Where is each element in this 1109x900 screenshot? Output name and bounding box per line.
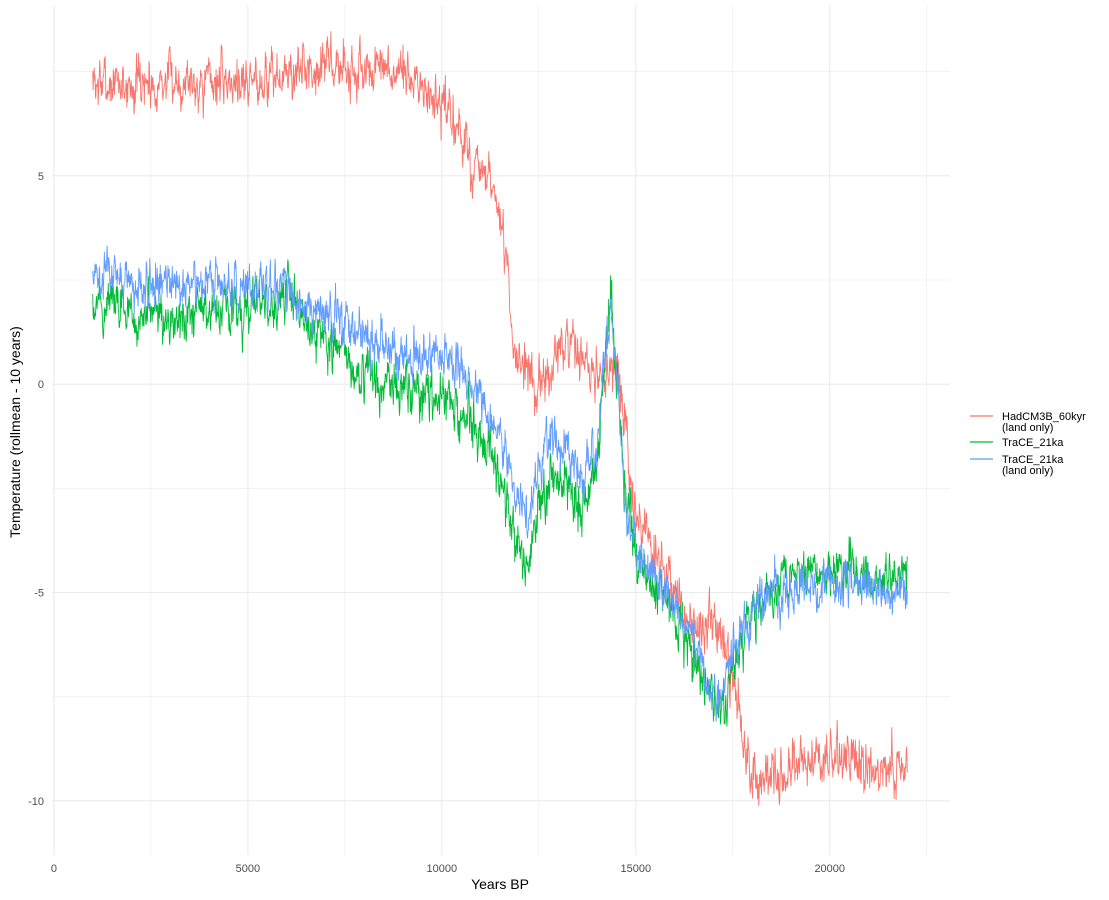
y-tick-label: 0	[38, 379, 44, 391]
legend-label-1: HadCM3B_60kyr (land only)	[1002, 411, 1086, 434]
x-axis-ticks: 0 5000 10000 15000 20000	[51, 863, 845, 875]
x-tick-label: 0	[51, 863, 57, 875]
series-line-3	[92, 245, 908, 722]
legend-item-2: TraCE_21ka	[970, 437, 1064, 449]
series-layer	[92, 31, 908, 807]
y-tick-label: -5	[34, 588, 44, 600]
y-tick-label: 5	[38, 171, 44, 183]
legend: HadCM3B_60kyr (land only) TraCE_21ka TraCE_…	[970, 411, 1086, 477]
x-tick-label: 20000	[814, 863, 845, 875]
legend-item-1: HadCM3B_60kyr (land only)	[970, 411, 1086, 434]
x-tick-label: 15000	[621, 863, 652, 875]
x-tick-label: 10000	[427, 863, 458, 875]
grid-lines	[52, 5, 950, 855]
y-axis-title: Temperature (rollmean - 10 years)	[7, 326, 23, 538]
legend-item-3: TraCE_21ka (land only)	[970, 454, 1064, 477]
y-tick-label: -10	[28, 796, 44, 808]
y-axis-ticks: -10 -5 0 5	[28, 171, 44, 808]
x-tick-label: 5000	[236, 863, 260, 875]
legend-label-2: TraCE_21ka	[1002, 437, 1064, 449]
legend-label-3: TraCE_21ka (land only)	[1002, 454, 1064, 477]
x-axis-title: Years BP	[471, 876, 529, 892]
series-line-1	[92, 31, 908, 807]
series-line-2	[92, 259, 908, 727]
